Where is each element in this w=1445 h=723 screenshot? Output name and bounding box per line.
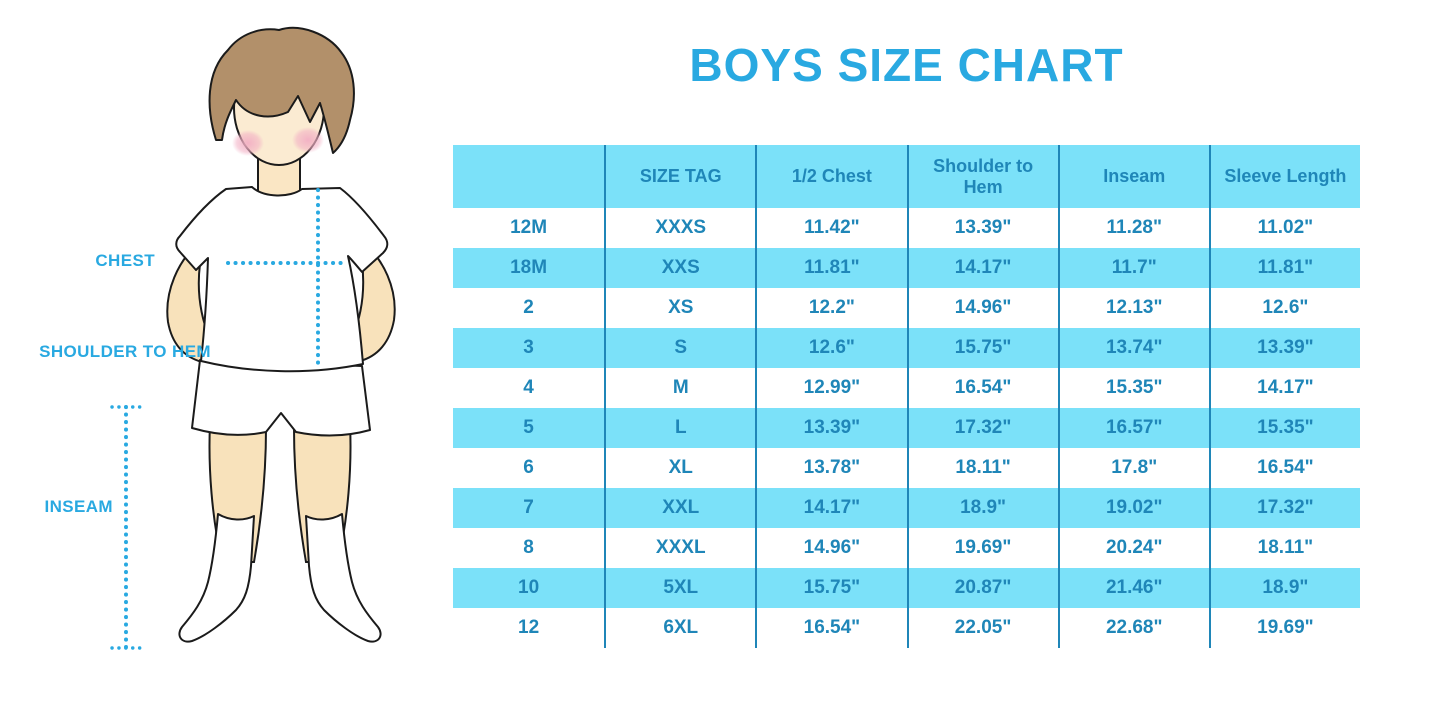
value-cell: 17.32" xyxy=(906,408,1058,448)
value-cell: 12.6" xyxy=(755,328,906,368)
value-cell: 14.17" xyxy=(906,248,1058,288)
shorts xyxy=(191,359,371,437)
table-row: 12M XXXS 11.42" 13.39" 11.28" 11.02" xyxy=(453,208,1360,248)
size-cell: 18M xyxy=(510,257,548,279)
value-cell: 11.7" xyxy=(1057,248,1209,288)
size-tag-cell: XXXS xyxy=(604,208,755,248)
value-cell: 15.35" xyxy=(1057,368,1209,408)
size-cell: 2 xyxy=(523,297,534,319)
table-row: 5 L 13.39" 17.32" 16.57" 15.35" xyxy=(453,408,1360,448)
hair xyxy=(208,26,355,154)
value-cell: 11.42" xyxy=(755,208,906,248)
table-row: 2 XS 12.2" 14.96" 12.13" 12.6" xyxy=(453,288,1360,328)
value-cell: 11.81" xyxy=(1208,248,1360,288)
table-row: 3 S 12.6" 15.75" 13.74" 13.39" xyxy=(453,328,1360,368)
value-cell: 18.11" xyxy=(1208,528,1360,568)
value-cell: 15.75" xyxy=(755,568,906,608)
value-cell: 12.6" xyxy=(1208,288,1360,328)
table-row: 8 XXXL 14.96" 19.69" 20.24" 18.11" xyxy=(453,528,1360,568)
value-cell: 21.46" xyxy=(1057,568,1209,608)
size-cell: 7 xyxy=(523,497,534,519)
header-cell: 1/2 Chest xyxy=(755,145,906,208)
size-cell: 3 xyxy=(523,337,534,359)
value-cell: 11.28" xyxy=(1057,208,1209,248)
value-cell: 17.32" xyxy=(1208,488,1360,528)
chest-label: CHEST xyxy=(95,251,155,270)
page-title: BOYS SIZE CHART xyxy=(689,39,1124,91)
size-tag-cell: M xyxy=(604,368,755,408)
value-cell: 13.74" xyxy=(1057,328,1209,368)
value-cell: 18.11" xyxy=(906,448,1058,488)
boy-illustration xyxy=(110,26,396,650)
value-cell: 13.78" xyxy=(755,448,906,488)
size-chart-table: SIZE TAG 1/2 Chest Shoulder to Hem Inseam Sl… xyxy=(453,145,1360,648)
size-tag-cell: L xyxy=(604,408,755,448)
size-cell: 10 xyxy=(518,577,540,599)
shoulder-to-hem-label: SHOULDER TO HEM xyxy=(39,342,211,361)
value-cell: 19.69" xyxy=(1208,608,1360,648)
table-row: 6 XL 13.78" 18.11" 17.8" 16.54" xyxy=(453,448,1360,488)
inseam-label: INSEAM xyxy=(44,497,113,516)
size-tag-cell: S xyxy=(604,328,755,368)
value-cell: 14.96" xyxy=(755,528,906,568)
value-cell: 16.54" xyxy=(906,368,1058,408)
value-cell: 22.05" xyxy=(906,608,1058,648)
table-row: 12 6XL 16.54" 22.05" 22.68" 19.69" xyxy=(453,608,1360,648)
size-tag-cell: 6XL xyxy=(604,608,755,648)
value-cell: 12.99" xyxy=(755,368,906,408)
header-cell: Shoulder to Hem xyxy=(906,145,1058,208)
value-cell: 16.54" xyxy=(755,608,906,648)
table-row: 18M XXS 11.81" 14.17" 11.7" 11.81" xyxy=(453,248,1360,288)
value-cell: 14.96" xyxy=(906,288,1058,328)
value-cell: 13.39" xyxy=(906,208,1058,248)
table-row: 10 5XL 15.75" 20.87" 21.46" 18.9" xyxy=(453,568,1360,608)
value-cell: 15.35" xyxy=(1208,408,1360,448)
right-sock xyxy=(305,513,382,643)
value-cell: 13.39" xyxy=(1208,328,1360,368)
value-cell: 13.39" xyxy=(755,408,906,448)
table-header-row: SIZE TAG 1/2 Chest Shoulder to Hem Inseam Sl… xyxy=(453,145,1360,208)
measurement-figure-panel: CHEST SHOULDER TO HEM INSEAM xyxy=(0,0,451,723)
right-cheek xyxy=(292,127,324,153)
size-tag-cell: 5XL xyxy=(604,568,755,608)
value-cell: 22.68" xyxy=(1057,608,1209,648)
header-cell: Sleeve Length xyxy=(1208,145,1360,208)
size-tag-cell: XL xyxy=(604,448,755,488)
value-cell: 19.69" xyxy=(906,528,1058,568)
value-cell: 12.2" xyxy=(755,288,906,328)
value-cell: 12.13" xyxy=(1057,288,1209,328)
header-cell: SIZE TAG xyxy=(604,145,755,208)
header-cell: Inseam xyxy=(1057,145,1209,208)
left-sock xyxy=(178,513,255,643)
value-cell: 18.9" xyxy=(1208,568,1360,608)
value-cell: 20.87" xyxy=(906,568,1058,608)
value-cell: 19.02" xyxy=(1057,488,1209,528)
value-cell: 11.81" xyxy=(755,248,906,288)
size-cell: 4 xyxy=(523,377,534,399)
size-cell: 8 xyxy=(523,537,534,559)
size-tag-cell: XS xyxy=(604,288,755,328)
value-cell: 14.17" xyxy=(1208,368,1360,408)
size-tag-cell: XXL xyxy=(604,488,755,528)
size-tag-cell: XXS xyxy=(604,248,755,288)
value-cell: 15.75" xyxy=(906,328,1058,368)
t-shirt xyxy=(175,186,389,373)
value-cell: 14.17" xyxy=(755,488,906,528)
size-cell: 12 xyxy=(518,617,540,639)
size-tag-cell: XXXL xyxy=(604,528,755,568)
value-cell: 16.54" xyxy=(1208,448,1360,488)
table-row: 4 M 12.99" 16.54" 15.35" 14.17" xyxy=(453,368,1360,408)
size-cell: 5 xyxy=(523,417,534,439)
value-cell: 18.9" xyxy=(906,488,1058,528)
size-cell: 6 xyxy=(523,457,534,479)
size-cell: 12M xyxy=(510,217,548,239)
value-cell: 20.24" xyxy=(1057,528,1209,568)
left-cheek xyxy=(232,130,264,156)
value-cell: 16.57" xyxy=(1057,408,1209,448)
value-cell: 17.8" xyxy=(1057,448,1209,488)
value-cell: 11.02" xyxy=(1208,208,1360,248)
table-row: 7 XXL 14.17" 18.9" 19.02" 17.32" xyxy=(453,488,1360,528)
header-cell-empty xyxy=(453,145,604,208)
